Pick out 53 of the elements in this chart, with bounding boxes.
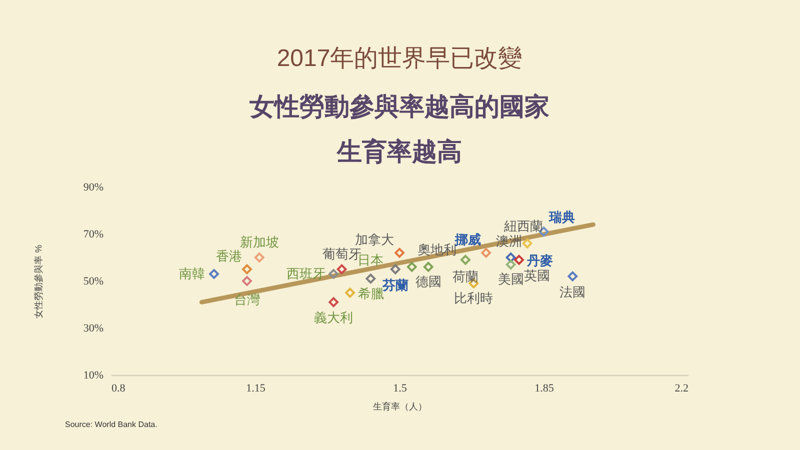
point bbox=[423, 262, 434, 272]
annotation: 紐西蘭 bbox=[502, 218, 543, 234]
x-tick-label: 2.2 bbox=[674, 382, 688, 394]
y-axis-title: 女性勞動參與率 % bbox=[33, 244, 44, 318]
annotation: 英國 bbox=[524, 268, 550, 283]
point bbox=[394, 248, 404, 258]
point bbox=[366, 274, 376, 284]
point bbox=[254, 252, 264, 262]
annotation: 台灣 bbox=[234, 292, 260, 307]
annotation: 瑞典 bbox=[548, 210, 575, 225]
chart-title: 2017年的世界早已改變 bbox=[276, 45, 522, 72]
point bbox=[328, 297, 338, 308]
point bbox=[460, 254, 470, 265]
annotation: 西班牙 bbox=[286, 266, 326, 281]
point bbox=[242, 276, 252, 286]
x-tick-label: 1.85 bbox=[534, 382, 554, 394]
annotation: 法國 bbox=[560, 284, 586, 300]
point bbox=[481, 248, 491, 258]
x-tick-label: 1.5 bbox=[393, 382, 408, 394]
point bbox=[522, 238, 532, 248]
y-tick-label: 30% bbox=[83, 322, 104, 334]
chart-subtitle: 女性勞動參與率越高的國家生育率越高 bbox=[248, 93, 550, 166]
annotation: 加拿大 bbox=[355, 232, 394, 247]
x-tick-label: 0.8 bbox=[112, 382, 126, 394]
point bbox=[506, 252, 516, 262]
annotation: 美國 bbox=[498, 272, 524, 287]
y-tick-label: 10% bbox=[83, 370, 104, 382]
point bbox=[209, 269, 219, 279]
annotation: 香港 bbox=[216, 248, 242, 264]
point bbox=[328, 269, 338, 279]
point bbox=[406, 262, 417, 272]
annotation: 比利時 bbox=[454, 290, 494, 306]
annotation: 南韓 bbox=[179, 266, 206, 281]
point bbox=[336, 264, 347, 274]
annotation: 新加坡 bbox=[240, 234, 279, 250]
annotation: 德國 bbox=[415, 274, 442, 289]
annotation: 挪威 bbox=[454, 232, 482, 247]
point bbox=[345, 288, 355, 298]
annotation: 義大利 bbox=[314, 310, 354, 326]
point bbox=[568, 271, 578, 282]
point bbox=[390, 264, 400, 274]
y-tick-label: 70% bbox=[83, 228, 104, 240]
y-tick-label: 90% bbox=[83, 182, 104, 194]
annotation: 芬蘭 bbox=[381, 277, 408, 292]
point bbox=[242, 264, 252, 274]
annotation: 荷蘭 bbox=[452, 268, 478, 284]
source-note: Source: World Bank Data. bbox=[65, 420, 158, 429]
point bbox=[506, 260, 516, 270]
y-tick-label: 50% bbox=[83, 276, 104, 288]
x-axis-title: 生育率（人） bbox=[373, 402, 427, 412]
x-tick-label: 1.15 bbox=[246, 382, 266, 394]
annotation: 丹麥 bbox=[526, 252, 554, 268]
point bbox=[514, 254, 524, 265]
